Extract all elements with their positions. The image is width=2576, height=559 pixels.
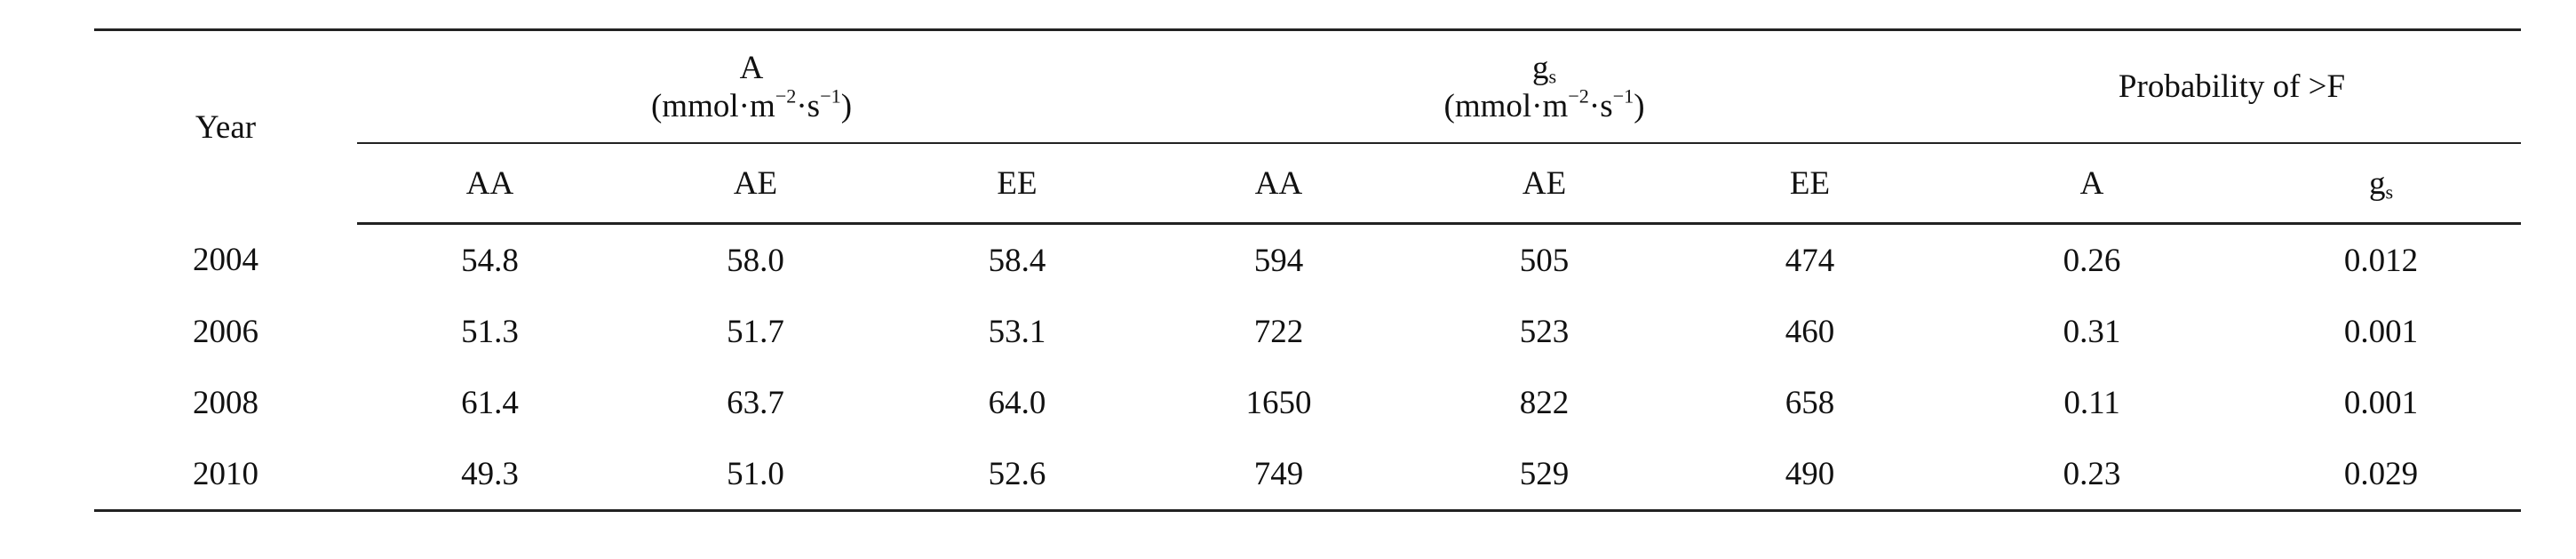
subheader-part: g	[2368, 164, 2386, 202]
value-cell: 490	[1677, 438, 1944, 512]
value-cell: 51.7	[727, 313, 784, 350]
value-cell: 54.8	[461, 242, 519, 279]
label-part: Probability of >F	[2118, 68, 2346, 105]
value-cell: 64.0	[988, 384, 1046, 421]
label-part: g	[1531, 49, 1549, 86]
subheader-part: AE	[733, 164, 778, 202]
value-cell: 61.4	[461, 384, 519, 421]
subheader-part: A	[2079, 164, 2104, 202]
value-cell: 0.11	[2063, 384, 2120, 421]
unit-part: (mmol·m	[650, 87, 775, 124]
value-cell: 822	[1519, 384, 1570, 421]
value-cell: 749	[1146, 438, 1412, 512]
value-cell: 505	[1519, 242, 1570, 279]
value-cell: 0.029	[2241, 438, 2522, 512]
year-header: Year	[94, 28, 357, 224]
value-cell: 53.1	[988, 313, 1046, 350]
subheader: AA	[1146, 143, 1412, 225]
value-cell: 58.0	[727, 242, 784, 279]
value-cell: 0.001	[2343, 384, 2419, 421]
subheader-part: AA	[465, 164, 514, 202]
subheader: EE	[1677, 143, 1944, 225]
group-label: Probability of >F	[2119, 68, 2345, 105]
value-cell: 51.3	[461, 313, 519, 350]
subheader: A	[1943, 143, 2242, 225]
value-cell: 0.26	[2063, 242, 2121, 279]
subheader: AA	[357, 143, 623, 225]
label-part: s	[1548, 65, 1557, 88]
year-cell: 2006	[193, 313, 258, 350]
unit-part: ·s	[796, 87, 821, 124]
subheader: EE	[888, 143, 1147, 225]
data-row: 2010 49.3 51.0 52.6 749 529 490 0.23 0.029	[94, 438, 2522, 512]
group-label: gs	[1532, 50, 1556, 86]
value-cell: 523	[1519, 313, 1570, 350]
subheader-part: EE	[1789, 164, 1831, 202]
subheader-part: EE	[997, 164, 1038, 202]
value-cell: 594	[1253, 242, 1304, 279]
value-cell: 1650	[1245, 384, 1312, 421]
group-unit: (mmol·m−2·s−1)	[357, 84, 1146, 125]
subheader-part: s	[2385, 180, 2394, 204]
group-header: gs (mmol·m−2·s−1)	[1146, 28, 1944, 144]
value-cell: 49.3	[357, 438, 623, 512]
subheader: gs	[2241, 143, 2522, 225]
table-head: Year A (mmol·m−2·s−1) gs (mmol·m−2·s−1) Proba…	[94, 28, 2522, 225]
unit-part: −2	[1568, 84, 1589, 107]
value-cell: 0.001	[2343, 313, 2419, 350]
value-cell: 722	[1253, 313, 1304, 350]
subheader-part: AA	[1254, 164, 1303, 202]
year-cell: 2008	[193, 384, 258, 421]
unit-part: −1	[1612, 84, 1634, 107]
value-cell: 63.7	[727, 384, 784, 421]
value-cell: 52.6	[888, 438, 1147, 512]
value-cell: 51.0	[623, 438, 888, 512]
value-cell: 0.31	[2063, 313, 2121, 350]
unit-part: )	[1634, 87, 1645, 124]
subheader-part: AE	[1522, 164, 1567, 202]
value-cell: 0.012	[2343, 242, 2419, 279]
table-body: 2004 54.8 58.0 58.4 594 505 474 0.26 0.012 2006 51…	[94, 224, 2522, 512]
year-cell: 2004	[193, 241, 258, 278]
group-label: A	[740, 50, 764, 86]
label-part: A	[739, 49, 764, 86]
unit-part: −1	[820, 84, 841, 107]
unit-part: −2	[775, 84, 797, 107]
data-row: 2008 61.4 63.7 64.0 1650 822 658 0.11 0.001	[94, 367, 2521, 438]
year-cell: 2010	[94, 438, 357, 512]
value-cell: 58.4	[988, 242, 1046, 279]
value-cell: 474	[1785, 242, 1835, 279]
unit-part: (mmol·m	[1443, 87, 1569, 124]
value-cell: 460	[1785, 313, 1835, 350]
group-header: A (mmol·m−2·s−1)	[357, 28, 1147, 144]
data-row: 2006 51.3 51.7 53.1 722 523 460 0.31 0.001	[94, 296, 2521, 367]
data-table: Year A (mmol·m−2·s−1) gs (mmol·m−2·s−1) Proba…	[94, 28, 2522, 512]
group-unit: (mmol·m−2·s−1)	[1146, 84, 1943, 125]
unit-part: ·s	[1588, 87, 1613, 124]
value-cell: 658	[1785, 384, 1835, 421]
data-row: 2004 54.8 58.0 58.4 594 505 474 0.26 0.012	[94, 224, 2521, 297]
value-cell: 529	[1411, 438, 1678, 512]
subheader: AE	[623, 143, 888, 225]
group-header: Probability of >F	[1943, 28, 2522, 144]
header-row: Year A (mmol·m−2·s−1) gs (mmol·m−2·s−1) Proba…	[94, 28, 2522, 224]
unit-part: )	[840, 87, 853, 124]
value-cell: 0.23	[1943, 438, 2242, 512]
subheader: AE	[1411, 143, 1678, 225]
